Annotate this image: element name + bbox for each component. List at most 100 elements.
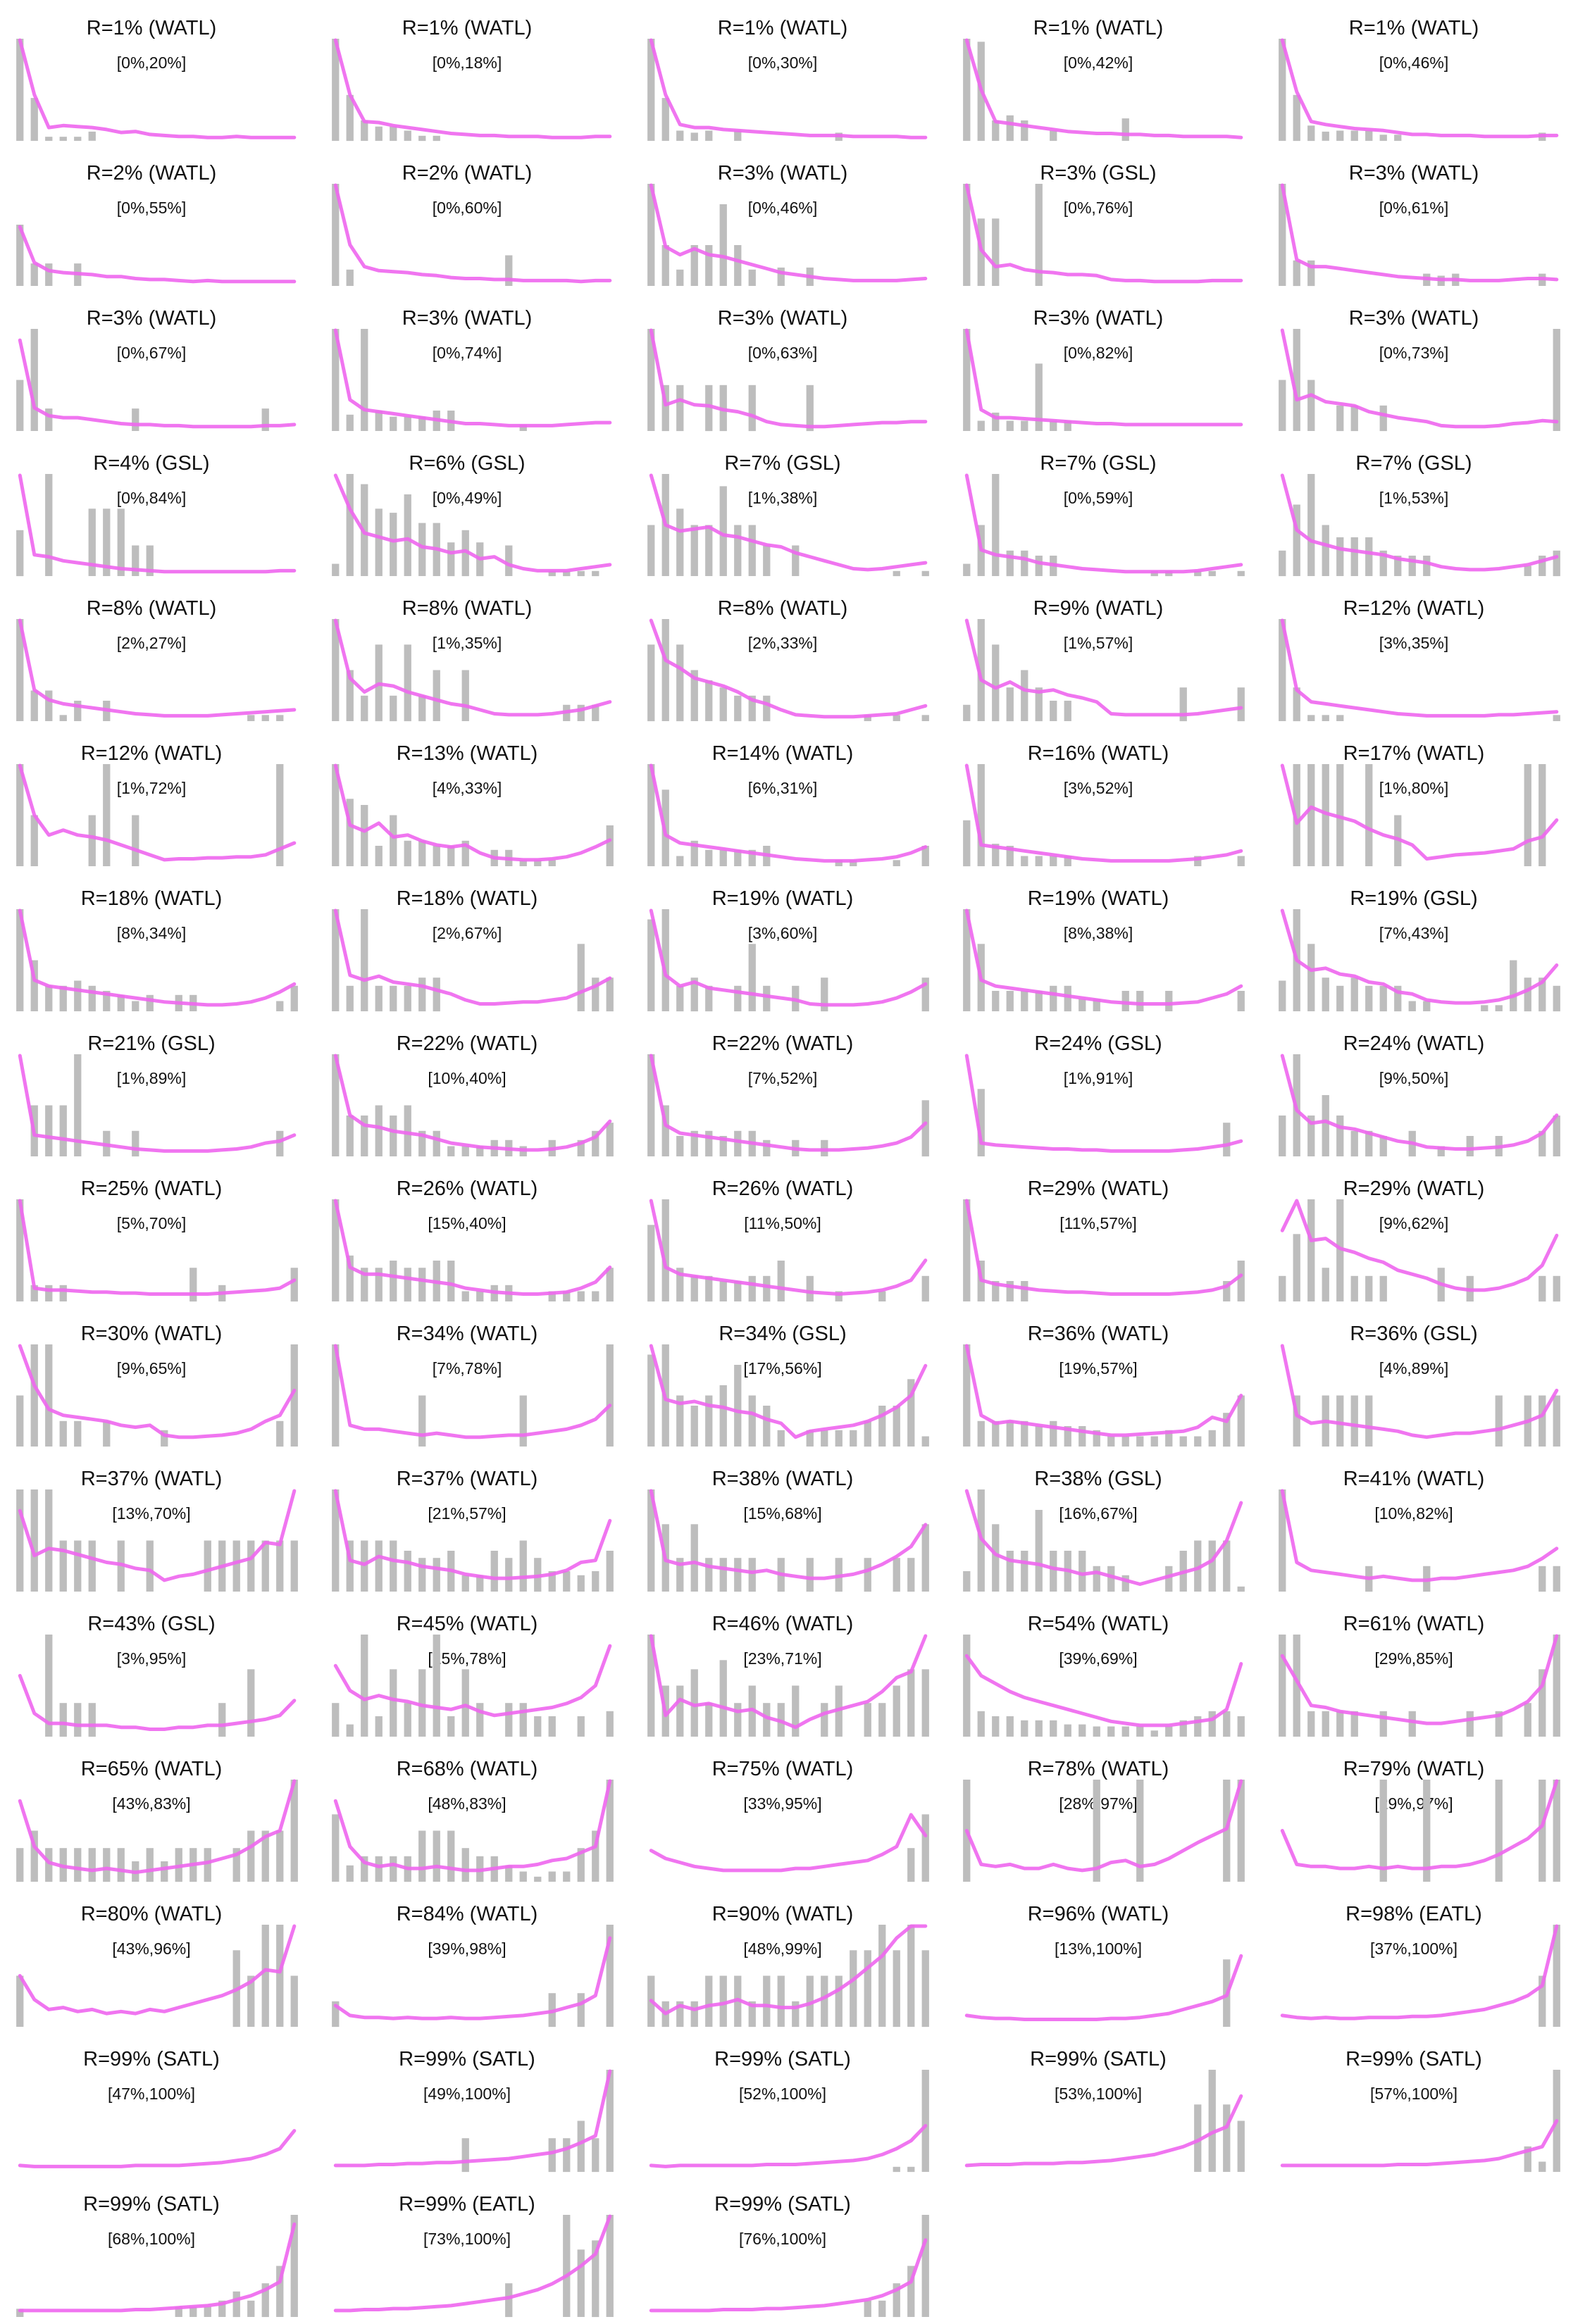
bar <box>1423 1001 1431 1011</box>
series-line <box>1280 1634 1559 1725</box>
bar <box>1365 537 1373 576</box>
bar <box>290 1780 298 1882</box>
chart-panel: R=7% (GSL) [1%,53%] <box>1262 435 1578 580</box>
chart-title: R=19% (GSL) <box>1350 887 1478 910</box>
chart-plot <box>16 1779 298 1882</box>
bar <box>433 1130 440 1157</box>
bar <box>74 1703 82 1737</box>
chart-title: R=99% (SATL) <box>399 2048 535 2070</box>
bar <box>332 39 340 141</box>
bar <box>45 1635 53 1737</box>
bar <box>577 2120 585 2172</box>
bar <box>30 960 38 1011</box>
bar <box>893 2166 900 2173</box>
bar <box>676 644 684 722</box>
bar <box>606 1268 614 1302</box>
bar <box>977 619 985 721</box>
bar <box>1481 1005 1488 1011</box>
bar <box>878 1406 886 1447</box>
bar <box>690 1524 698 1592</box>
bar <box>719 1975 727 2027</box>
bar <box>835 1430 843 1447</box>
bar <box>404 1551 411 1592</box>
bar <box>45 263 53 286</box>
bar <box>88 815 96 866</box>
series-line <box>649 473 928 572</box>
chart-plot <box>647 1344 929 1447</box>
chart-title: R=99% (SATL) <box>714 2048 851 2070</box>
bar <box>1179 687 1187 722</box>
chart-plot <box>332 1344 614 1447</box>
bar <box>577 1993 585 2028</box>
chart-panel: R=12% (WATL) [3%,35%] <box>1262 580 1578 725</box>
bar <box>1539 1566 1546 1592</box>
bar <box>907 2166 915 2173</box>
series-line <box>649 2124 928 2168</box>
bar <box>1539 1780 1546 1882</box>
bar <box>1237 991 1245 1011</box>
bar <box>175 2306 182 2317</box>
chart-panel: R=3% (GSL) [0%,76%] <box>947 145 1262 290</box>
bar <box>963 909 971 1011</box>
bar <box>290 1975 298 2027</box>
bar <box>676 985 684 1012</box>
bar <box>30 690 38 721</box>
bar <box>59 715 67 721</box>
bar <box>705 385 713 432</box>
chart-panel: R=68% (WATL) [48%,83%] <box>316 1741 631 1886</box>
bar <box>132 815 139 866</box>
chart-range-label: [0%,46%] <box>1379 54 1449 72</box>
chart-plot <box>333 2214 614 2318</box>
bar <box>161 1861 168 1882</box>
chart-plot <box>332 1199 614 1302</box>
chart-range-label: [0%,63%] <box>747 344 818 362</box>
bar <box>719 1385 727 1447</box>
series-line <box>649 763 928 863</box>
bar <box>433 1558 440 1592</box>
bar <box>390 1540 397 1592</box>
chart-plot <box>963 1635 1245 1737</box>
bar <box>1408 556 1416 576</box>
chart-panel: R=22% (WATL) [10%,40%] <box>316 1016 631 1161</box>
series-line <box>1280 1199 1559 1292</box>
chart-plot <box>649 2215 929 2318</box>
chart-title: R=3% (WATL) <box>402 307 533 330</box>
chart-plot <box>16 2215 298 2318</box>
bar <box>921 1814 929 1882</box>
bar <box>878 2300 886 2317</box>
chart-plot <box>332 38 612 142</box>
bar <box>1006 1281 1014 1301</box>
chart-title: R=2% (WATL) <box>402 162 533 185</box>
bar <box>16 2309 24 2317</box>
bar <box>534 860 542 866</box>
chart-plot <box>964 1054 1243 1157</box>
bar <box>777 1430 785 1447</box>
chart-panel: R=17% (WATL) [1%,80%] <box>1262 725 1578 870</box>
bar <box>476 1146 484 1156</box>
bar <box>763 1139 771 1156</box>
series-line <box>649 1489 928 1580</box>
bar <box>647 919 655 1011</box>
chart-title: R=17% (WATL) <box>1343 742 1485 765</box>
bar <box>1423 1780 1431 1882</box>
chart-title: R=37% (WATL) <box>80 1468 223 1490</box>
bar <box>548 1571 556 1592</box>
chart-range-label: [29%,97%] <box>1374 1794 1453 1813</box>
bar <box>290 1540 298 1592</box>
chart-range-label: [73%,100%] <box>423 2230 511 2248</box>
series-line <box>333 1936 612 2020</box>
bar <box>1307 1199 1315 1301</box>
bar <box>1336 764 1344 866</box>
bar <box>1553 329 1560 431</box>
bar <box>893 570 900 577</box>
bar <box>1350 537 1358 576</box>
bar <box>30 329 38 431</box>
chart-plot <box>1280 2070 1560 2173</box>
bar <box>74 980 82 1011</box>
bar <box>204 2306 211 2317</box>
bar <box>992 1716 1000 1737</box>
bar <box>276 1925 284 2027</box>
bar <box>1336 130 1344 141</box>
bar <box>548 2138 556 2173</box>
chart-range-label: [15%,78%] <box>428 1649 506 1668</box>
